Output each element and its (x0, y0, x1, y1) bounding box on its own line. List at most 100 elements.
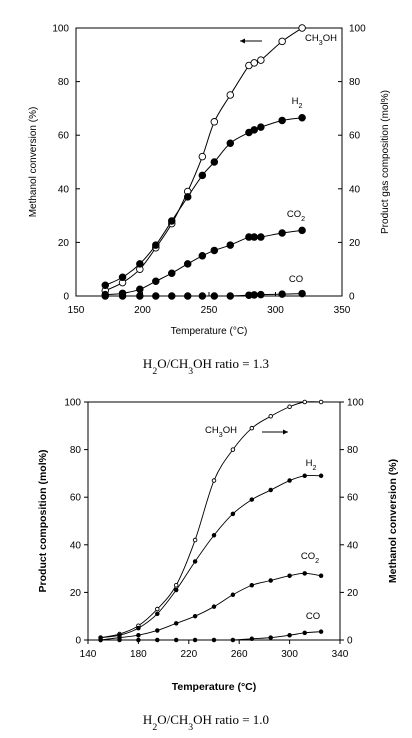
y-left-tick-label: 100 (64, 398, 81, 409)
data-point (318, 399, 324, 405)
data-point (211, 533, 217, 538)
data-point (173, 583, 179, 588)
series-label-part: CO (306, 611, 320, 622)
chart-caption: H2O/CH3OH ratio = 1.0 (143, 712, 269, 733)
series-line (105, 229, 303, 296)
data-point (183, 260, 192, 268)
data-point (249, 425, 255, 431)
y-right-tick-label: 100 (349, 24, 366, 35)
data-point (278, 116, 286, 125)
data-point (101, 281, 110, 290)
data-point (298, 289, 306, 298)
plot-frame (75, 27, 343, 297)
data-point (257, 123, 265, 131)
data-point (268, 578, 273, 583)
data-point (155, 637, 160, 643)
series-label-part: H (306, 458, 313, 469)
y-right-tick-label: 0 (349, 292, 355, 303)
series-label: CO (289, 274, 303, 285)
data-point (152, 241, 160, 249)
plot-frame (87, 401, 341, 641)
y-right-axis-label: Product gas composition (mol%) (380, 90, 391, 234)
data-point (210, 118, 219, 126)
y-left-axis-label: Product composition (mol%) (37, 450, 49, 593)
series-co2: CO2 (98, 551, 324, 643)
data-point (210, 246, 219, 255)
series-label: CH3OH (305, 33, 337, 47)
caption-part: 3 (188, 366, 193, 377)
x-tick-label: 180 (130, 649, 147, 660)
caption-part: 3 (188, 722, 193, 733)
series-label-part: 2 (315, 557, 319, 565)
series-label-part: CO (287, 209, 301, 220)
y-right-tick-label: 80 (347, 445, 359, 456)
data-point (257, 56, 265, 64)
data-point (318, 573, 324, 578)
data-point (268, 414, 273, 419)
data-point (136, 637, 141, 643)
data-point (118, 292, 127, 300)
y-left-tick-label: 0 (75, 636, 81, 647)
data-point (155, 606, 160, 612)
series-label-part: 2 (298, 102, 302, 110)
series-label: CH3OH (205, 425, 237, 439)
y-left-tick-label: 0 (63, 292, 69, 303)
data-point (226, 91, 235, 99)
y-right-tick-label: 40 (347, 540, 359, 551)
data-point (230, 637, 236, 643)
y-left-tick-label: 60 (58, 131, 70, 142)
data-point (210, 292, 219, 300)
data-point (118, 273, 127, 281)
series-ch3oh: CH3OH (101, 24, 337, 295)
data-point (136, 285, 144, 294)
data-point (230, 447, 236, 452)
data-point (302, 571, 307, 576)
data-point (211, 637, 217, 643)
series-h2: H2 (98, 458, 324, 640)
data-point (192, 637, 198, 643)
data-point (250, 291, 258, 299)
y-left-tick-label: 100 (52, 24, 69, 35)
series-label-part: CO (301, 551, 315, 562)
data-point (98, 637, 103, 643)
y-left-tick-label: 40 (70, 540, 82, 551)
series-label-part: 2 (312, 464, 316, 472)
data-point (268, 635, 273, 640)
caption-part: OH ratio = 1.3 (193, 356, 269, 371)
data-point (152, 292, 160, 300)
data-point (230, 511, 236, 517)
series-label: H2 (306, 458, 317, 472)
series-label-part: CO (289, 274, 303, 285)
series-line (100, 474, 322, 639)
x-tick-label: 150 (68, 305, 85, 316)
series-label-part: OH (323, 33, 337, 44)
series-label-part: 3 (219, 431, 223, 439)
y-right-tick-label: 100 (347, 398, 364, 409)
data-point (136, 625, 141, 631)
data-point (302, 399, 307, 405)
x-tick-label: 350 (334, 305, 351, 316)
data-point (198, 292, 207, 300)
y-right-tick-label: 0 (347, 636, 353, 647)
data-point (257, 233, 265, 241)
data-point (192, 559, 198, 564)
data-point (287, 573, 292, 578)
series-h2: H2 (101, 96, 306, 290)
y-left-tick-label: 20 (70, 588, 82, 599)
data-point (302, 473, 307, 479)
data-point (101, 292, 110, 300)
data-point (168, 292, 176, 300)
data-point (287, 404, 292, 410)
y-right-axis-label: Methanol conversion (%) (387, 459, 399, 583)
series-line (100, 401, 322, 639)
data-point (249, 583, 255, 588)
data-point (155, 611, 160, 617)
data-point (230, 592, 236, 598)
caption-part: H (143, 712, 152, 727)
y-left-tick-label: 40 (58, 184, 70, 195)
series-label-part: 2 (301, 215, 305, 223)
arrow-head-icon (240, 38, 245, 44)
data-point (226, 241, 235, 249)
data-point (198, 252, 207, 260)
series-label-part: CH (305, 33, 319, 44)
